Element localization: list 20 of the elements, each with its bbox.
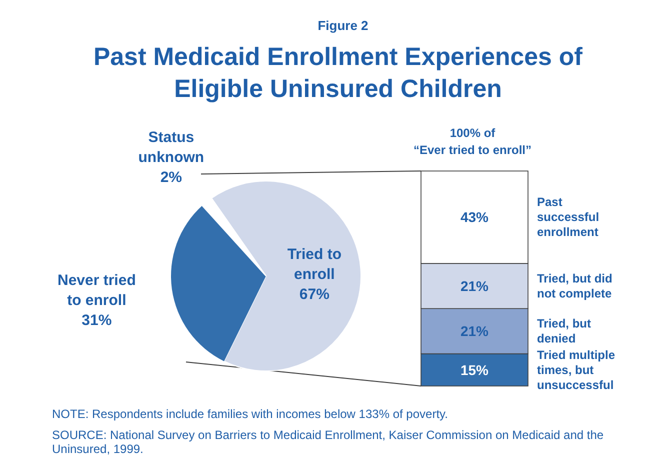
slice-label: Never tried to enroll xyxy=(57,272,136,309)
chart-title: Past Medicaid Enrollment Experiences of Eligible Uninsured Children xyxy=(93,43,584,103)
data-label: 15% xyxy=(460,362,490,378)
data-label: 67% xyxy=(299,286,330,303)
slice-label: Tried to enroll xyxy=(287,246,342,283)
data-label: 31% xyxy=(82,312,112,329)
slice-label: Status unknown xyxy=(138,129,204,166)
series-label: Tried, but denied xyxy=(537,316,592,346)
data-label: 21% xyxy=(460,278,490,294)
source-note: SOURCE: National Survey on Barriers to Medicaid Enrollment, Kaiser Commission on Medicaid and the Uninsured, 1999. xyxy=(52,428,604,456)
data-label: 43% xyxy=(460,209,490,226)
chart-subtitle: Figure 2 xyxy=(318,18,368,33)
data-label: 21% xyxy=(460,323,490,340)
text: NOTE: Respondents include families with incomes below 133% of poverty. xyxy=(52,407,448,421)
series-label: Past successful enrollment xyxy=(537,195,600,240)
series-label: Tried, but did not complete xyxy=(537,272,612,301)
series-label: Tried multiple times, but unsuccessful xyxy=(537,348,616,392)
chart-title: 100% of “Ever tried to enroll” xyxy=(413,126,532,157)
data-label: 2% xyxy=(160,169,182,186)
pie-slice xyxy=(171,206,266,362)
